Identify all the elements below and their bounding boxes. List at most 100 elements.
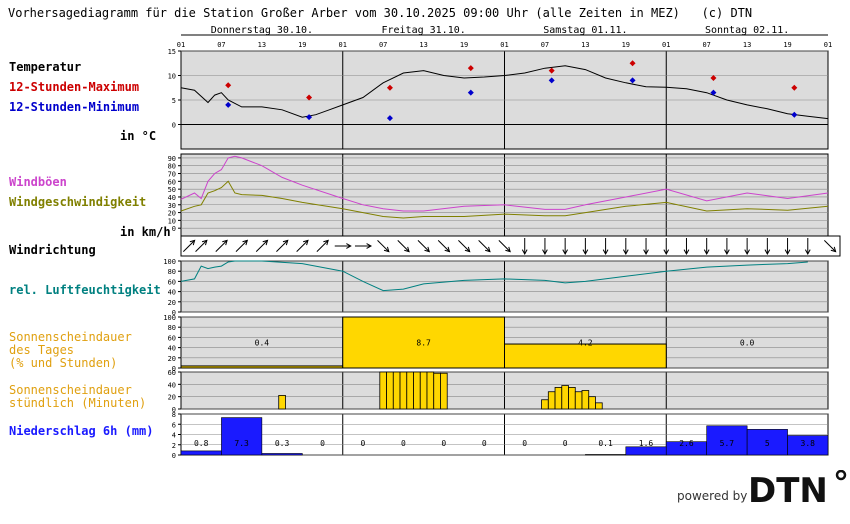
sun-daily-bar — [180, 365, 344, 369]
label-gusts: Windböen — [9, 175, 67, 189]
precip-bar — [787, 435, 829, 456]
wind-tick-label: 60 — [168, 178, 176, 186]
temp-max-point — [629, 60, 636, 67]
sun-daily-bar — [342, 316, 505, 369]
wind-tick-label: 30 — [168, 202, 176, 210]
wind-tick-label: 70 — [168, 171, 176, 179]
precip-bar — [746, 429, 788, 456]
wind-direction-arrowhead — [484, 246, 491, 253]
wind-direction-arrow — [296, 239, 309, 253]
wind-direction-arrowhead — [521, 249, 528, 256]
day-label: Sonntag 02.11. — [705, 25, 789, 36]
sun-daily-value: 8.7 — [416, 339, 431, 348]
label-temp-unit: in °C — [120, 129, 157, 143]
wind-tick-label: 50 — [168, 186, 176, 194]
precip-value: 2.6 — [679, 439, 694, 448]
label-temp-max: 12-Stunden-Maximum — [9, 80, 140, 94]
dtn-logo-text: DTN — [748, 471, 828, 510]
temp-max-point — [710, 74, 717, 81]
sun-hourly-tick-label: 20 — [168, 394, 176, 402]
sun-hourly-bar — [574, 391, 583, 410]
wind-direction-arrowhead — [505, 246, 511, 253]
wind-direction-arrowhead — [404, 246, 410, 253]
hour-tick-label: 01 — [824, 41, 832, 49]
wind-direction-arrowhead — [602, 249, 609, 256]
humidity-tick-label: 60 — [168, 278, 176, 286]
precip-tick-label: 6 — [172, 421, 176, 429]
sun-hourly-bar — [278, 395, 286, 410]
wind-direction-arrowhead — [346, 243, 352, 249]
wind-direction-arrow — [437, 239, 450, 253]
sun-hourly-bar — [392, 371, 401, 410]
wind-direction-arrow — [478, 239, 491, 253]
wind-direction-arrowhead — [703, 249, 710, 256]
precip-value: 0.1 — [598, 439, 613, 448]
hour-tick-label: 07 — [702, 41, 710, 49]
wind-speed-line — [180, 180, 829, 219]
precip-value: 0.8 — [194, 439, 209, 448]
precip-value: 0 — [441, 439, 446, 448]
label-precipitation: Niederschlag 6h (mm) — [9, 424, 154, 438]
precip-tick-label: 0 — [172, 452, 176, 460]
humidity-tick-label: 100 — [163, 258, 176, 266]
temp-min-point — [710, 89, 717, 96]
wind-direction-arrow — [195, 239, 208, 253]
precip-bar — [221, 417, 263, 456]
sun-hourly-bar — [386, 371, 394, 410]
hour-tick-label: 07 — [217, 41, 225, 49]
wind-direction-arrowhead — [622, 249, 629, 256]
sun-daily-tick-label: 0 — [172, 365, 176, 373]
wind-direction-arrowhead — [242, 239, 249, 246]
wind-direction-arrowhead — [464, 246, 471, 253]
precip-value: 7.3 — [234, 439, 249, 448]
hour-tick-label: 13 — [258, 41, 266, 49]
sun-hourly-bar — [433, 372, 441, 410]
temp-max-point — [306, 94, 313, 101]
precip-bar — [180, 450, 222, 456]
wind-tick-label: 10 — [168, 217, 176, 225]
sun-hourly-bar — [568, 387, 576, 410]
precip-value: 5 — [765, 439, 770, 448]
precip-bar — [625, 446, 667, 456]
label-temperature: Temperatur — [9, 60, 82, 74]
hour-tick-label: 07 — [379, 41, 387, 49]
sun-hourly-bar — [581, 390, 590, 410]
wind-tick-label: 90 — [168, 155, 176, 163]
temp-min-point — [467, 89, 474, 96]
sun-hourly-bar — [561, 385, 569, 410]
day-label: Samstag 01.11. — [543, 25, 627, 36]
day-label: Freitag 31.10. — [381, 25, 465, 36]
precip-bar — [261, 453, 303, 456]
wind-direction-arrow — [276, 239, 289, 253]
page-title: Vorhersagediagramm für die Station Große… — [8, 6, 753, 20]
precip-value: 1.6 — [639, 439, 654, 448]
precip-bar — [706, 425, 748, 456]
humidity-tick-label: 40 — [168, 289, 176, 297]
hour-tick-label: 13 — [581, 41, 589, 49]
precip-value: 0.3 — [275, 439, 290, 448]
sun-hourly-bar — [595, 402, 603, 410]
precip-value: 0 — [401, 439, 406, 448]
temp-min-point — [791, 111, 798, 118]
wind-direction-arrowhead — [323, 239, 329, 246]
wind-direction-arrowhead — [663, 249, 670, 256]
dtn-logo: DTN — [748, 470, 847, 510]
temp-min-point — [306, 114, 313, 121]
sun-hourly-bar — [399, 371, 408, 410]
wind-direction-arrowhead — [222, 239, 228, 246]
precip-tick-label: 2 — [172, 442, 176, 450]
wind-direction-arrow — [182, 239, 196, 253]
wind-tick-label: 80 — [168, 163, 176, 171]
wind-direction-arrowhead — [784, 249, 791, 256]
label-sun-hourly: Sonnenscheindauer stündlich (Minuten) — [9, 383, 147, 410]
sun-daily-tick-label: 100 — [163, 314, 176, 322]
precip-bar — [585, 454, 627, 456]
wind-direction-arrowhead — [262, 239, 269, 246]
wind-tick-label: 40 — [168, 194, 176, 202]
sun-daily-value: 0.4 — [255, 339, 270, 348]
sun-hourly-bar — [413, 371, 421, 410]
precip-value: 5.7 — [720, 439, 735, 448]
dtn-logo-dot — [835, 470, 847, 481]
temp-tick-label: 15 — [168, 48, 176, 56]
wind-direction-arrowhead — [303, 239, 309, 246]
